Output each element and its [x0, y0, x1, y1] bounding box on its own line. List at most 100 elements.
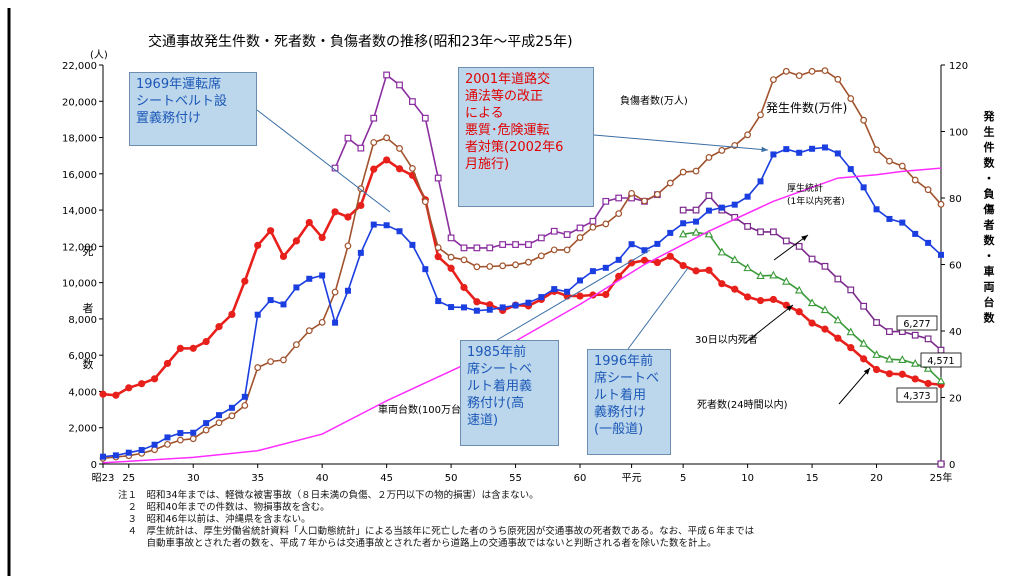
series-point: [164, 434, 171, 441]
series-point: [925, 239, 932, 246]
series-point: [654, 240, 661, 247]
series-point: [860, 355, 868, 363]
right-axis-title-char: ・: [984, 172, 995, 185]
series-point: [847, 286, 855, 294]
label-vehicles: 車両台数(100万台): [378, 403, 465, 416]
series-point: [821, 144, 828, 151]
series-point: [912, 230, 919, 237]
series-point: [602, 264, 609, 271]
end-value-box: [920, 352, 962, 368]
series-point: [860, 184, 867, 191]
series-point: [847, 95, 855, 102]
series-point: [383, 71, 391, 79]
series-point: [821, 325, 829, 333]
series-point: [704, 229, 714, 238]
right-axis-title-char: 数: [984, 233, 996, 247]
callout-1969: [256, 109, 391, 213]
series-point: [215, 323, 223, 331]
series-point: [795, 72, 803, 80]
series-point: [680, 220, 687, 227]
annotation-1969-seatbelt: 1969年運転席 シートベルト設 置義務付け: [129, 72, 257, 146]
series-point: [898, 162, 906, 170]
series-point: [163, 359, 172, 368]
series-point: [860, 116, 868, 124]
series-point: [138, 380, 146, 388]
series-point: [770, 151, 777, 158]
series-point: [833, 315, 843, 324]
right-axis-title-char: 生: [984, 125, 995, 139]
series-point: [215, 419, 223, 427]
series-point: [602, 220, 610, 228]
series-point: [499, 304, 506, 311]
series-point: [447, 234, 455, 242]
series-point: [499, 262, 507, 270]
callout-2001: [593, 134, 769, 151]
series-point: [434, 244, 442, 251]
series-point: [383, 134, 391, 142]
label-health-stats: (1年以内死者): [787, 195, 845, 207]
series-point: [872, 365, 881, 374]
series-point: [473, 298, 481, 306]
series-point: [151, 446, 158, 454]
series-point: [409, 98, 416, 105]
series-point: [938, 251, 944, 258]
series-point: [293, 284, 300, 291]
series-point: [164, 440, 171, 448]
series-point: [486, 306, 493, 313]
label-24h: 死者数(24時間以内): [697, 398, 788, 411]
series-point: [679, 261, 687, 270]
series-point: [279, 252, 288, 261]
left-tick-label: 0: [91, 460, 97, 471]
series-point: [189, 344, 197, 352]
series-point: [460, 244, 468, 252]
left-tick-label: 20,000: [62, 97, 97, 108]
series-point: [653, 258, 661, 267]
series-point: [512, 261, 519, 269]
label-30day: 30日以内死者: [695, 333, 758, 346]
series-point: [563, 231, 571, 238]
series-point: [794, 285, 804, 294]
series-point: [525, 241, 532, 248]
right-axis-title-char: 件: [984, 140, 995, 154]
series-layer: [99, 67, 946, 468]
series-point: [254, 241, 262, 249]
series-point: [769, 228, 777, 236]
series-point: [782, 276, 791, 285]
series-point: [834, 150, 841, 157]
series-point: [615, 210, 623, 218]
series-point: [885, 370, 894, 378]
series-point: [744, 193, 751, 200]
series-point: [241, 277, 249, 285]
series-point: [886, 215, 893, 222]
series-point: [435, 298, 442, 305]
series-point: [782, 237, 790, 245]
series-point: [705, 154, 713, 161]
series-point: [241, 393, 248, 400]
left-tick-label: 6,000: [68, 351, 97, 362]
series-point: [693, 218, 700, 225]
series-point: [602, 197, 610, 205]
series-point: [525, 258, 532, 266]
series-point: [628, 241, 635, 248]
series-point: [667, 229, 674, 236]
series-point: [421, 198, 429, 206]
series-point: [486, 301, 494, 309]
series-point: [216, 412, 223, 419]
series-point: [808, 319, 816, 327]
series-point: [796, 149, 803, 156]
series-point: [512, 302, 519, 309]
series-point: [344, 287, 351, 294]
series-point: [666, 252, 674, 260]
series-point: [692, 206, 700, 214]
left-tick-label: 14,000: [62, 206, 97, 217]
series-point: [691, 227, 701, 236]
series-point: [718, 280, 726, 288]
series-point: [743, 263, 752, 272]
right-tick-label: 0: [949, 460, 955, 471]
left-axis-title-char: 数: [83, 358, 94, 371]
series-point: [666, 179, 674, 187]
series-point: [305, 327, 313, 335]
series-point: [627, 259, 636, 267]
series-point: [267, 297, 274, 304]
series-point: [138, 447, 145, 454]
